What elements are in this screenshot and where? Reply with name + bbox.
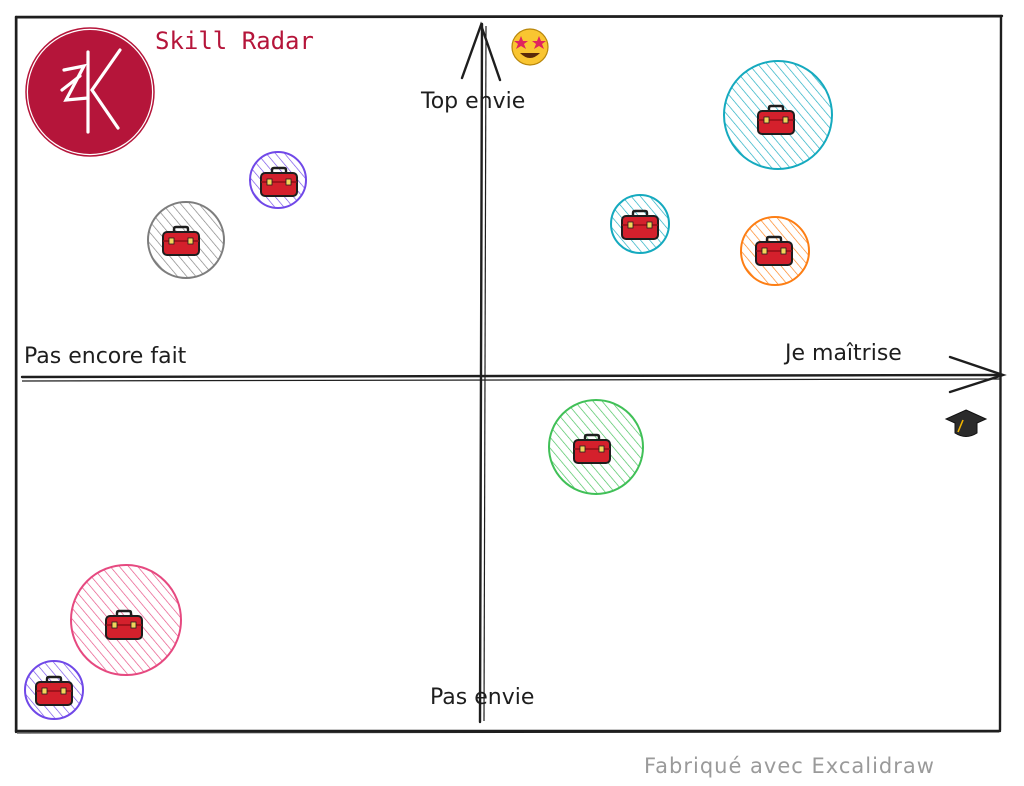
skill-bubble — [147, 201, 225, 279]
skill-bubble — [70, 564, 182, 676]
skill-bubble — [249, 151, 307, 209]
skill-bubbles — [24, 60, 833, 720]
toolbox-icon — [754, 235, 794, 267]
zk-logo — [25, 27, 155, 157]
toolbox-icon — [104, 609, 144, 641]
axis-label-top: Top envie — [420, 89, 525, 114]
skill-bubble — [740, 216, 810, 286]
toolbox-icon — [161, 225, 201, 257]
axis-label-right: Je maîtrise — [783, 341, 902, 366]
vertical-axis — [460, 21, 502, 724]
graduation-cap-icon — [944, 409, 988, 437]
axis-label-left: Pas encore fait — [24, 344, 187, 369]
footer-credit: Fabriqué avec Excalidraw — [644, 754, 935, 778]
skill-bubble — [548, 399, 644, 495]
toolbox-icon — [259, 166, 299, 198]
skill-bubble — [610, 194, 670, 254]
toolbox-icon — [620, 209, 660, 241]
toolbox-icon — [572, 433, 612, 465]
skill-bubble — [24, 660, 84, 720]
star-struck-emoji-icon — [511, 28, 549, 66]
horizontal-axis — [20, 355, 1007, 394]
toolbox-icon — [756, 104, 796, 136]
diagram-title: Skill Radar — [155, 27, 314, 55]
axis-label-bottom: Pas envie — [430, 685, 534, 710]
toolbox-icon — [34, 675, 74, 707]
skill-bubble — [723, 60, 833, 170]
